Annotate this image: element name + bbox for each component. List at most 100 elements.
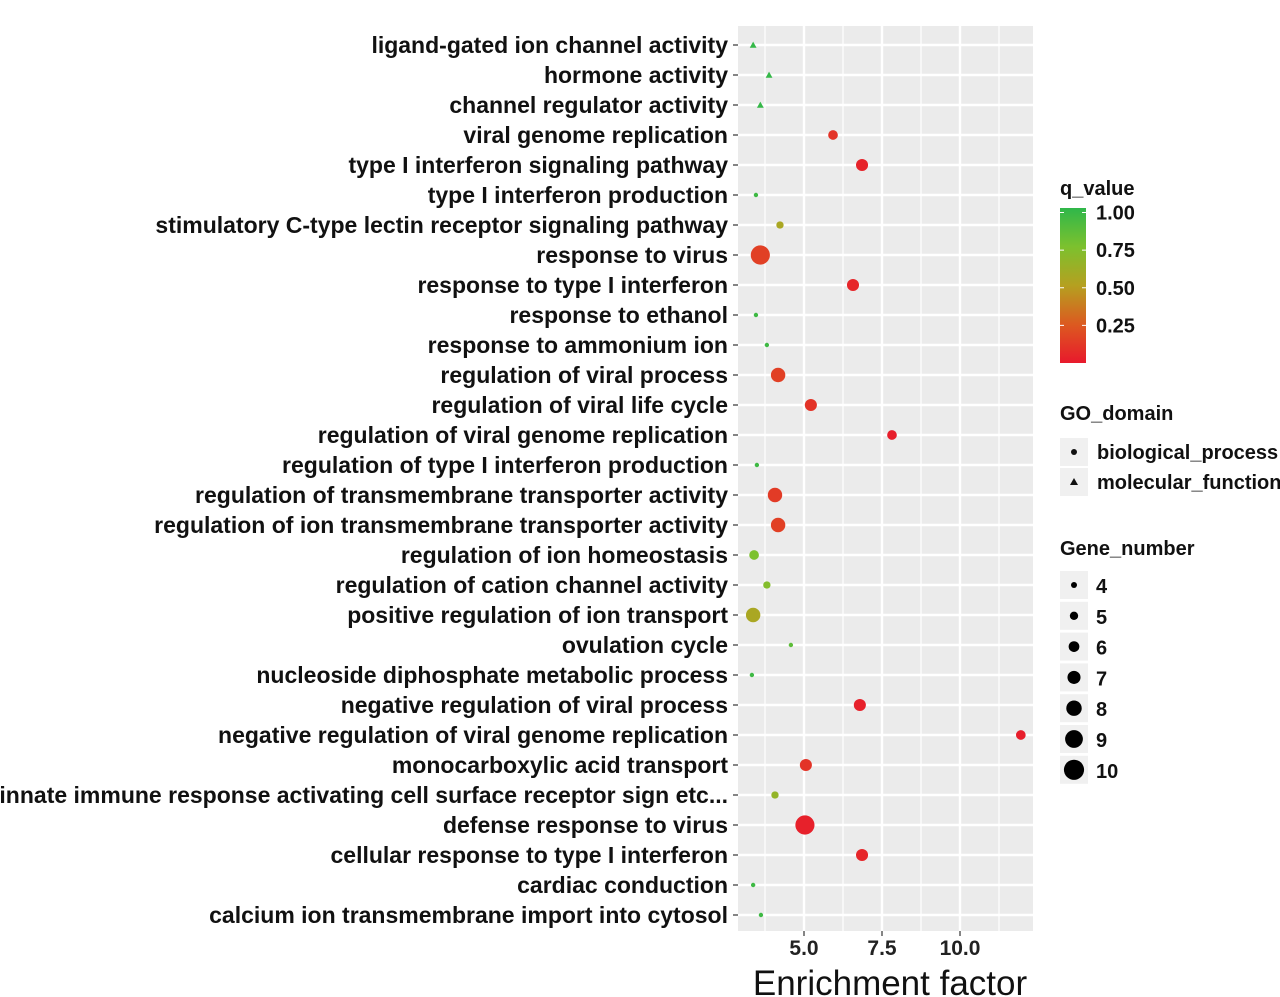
y-tick-label: defense response to virus <box>443 812 728 838</box>
y-tick-label: stimulatory C-type lectin receptor signa… <box>155 212 728 238</box>
data-point-circle <box>771 791 779 799</box>
y-tick-label: response to ethanol <box>509 302 728 328</box>
legend-gene-number-title: Gene_number <box>1060 538 1195 560</box>
panel-background <box>738 26 1033 931</box>
y-tick-label: innate immune response activating cell s… <box>0 782 728 808</box>
legend-gene-number: Gene_number 4 5 6 7 8 9 10 <box>1060 538 1195 784</box>
y-tick-label: regulation of ion homeostasis <box>401 542 728 568</box>
data-point-circle <box>855 158 869 172</box>
legend-go-domain-title: GO_domain <box>1060 403 1173 425</box>
colorbar-label: 0.25 <box>1096 315 1135 337</box>
y-tick-label: type I interferon production <box>428 182 728 208</box>
data-point-circle <box>795 815 815 835</box>
legend-size-label: 4 <box>1096 576 1108 598</box>
data-point-circle <box>764 342 770 348</box>
y-tick-label: regulation of type I interferon producti… <box>282 452 728 478</box>
y-tick-label: negative regulation of viral process <box>341 692 728 718</box>
data-point-circle <box>887 430 897 440</box>
data-point-circle <box>763 581 771 589</box>
data-point-circle <box>754 462 760 468</box>
data-point-circle <box>846 278 860 292</box>
y-tick-label: response to type I interferon <box>417 272 728 298</box>
y-tick-label: ligand-gated ion channel activity <box>371 32 728 58</box>
y-axis-labels: ligand-gated ion channel activity hormone… <box>0 32 738 928</box>
legend-size-circle-icon <box>1071 582 1077 588</box>
data-point-circle <box>753 192 759 198</box>
legend-size-label: 5 <box>1096 607 1107 629</box>
y-tick-label: type I interferon signaling pathway <box>348 152 728 178</box>
data-point-circle <box>1015 730 1026 740</box>
legend-q-value-title: q_value <box>1060 178 1134 200</box>
x-axis-title: Enrichment factor <box>753 964 1028 997</box>
x-tick-label: 5.0 <box>789 937 818 960</box>
data-point-circle <box>855 848 869 862</box>
q-value-colorbar <box>1060 208 1086 363</box>
legend-size-label: 8 <box>1096 699 1107 721</box>
legend-size-circle-icon <box>1067 670 1081 684</box>
data-point-circle <box>770 367 786 383</box>
data-point-circle <box>749 672 755 678</box>
x-tick-label: 10.0 <box>940 937 981 960</box>
data-point-circle <box>828 130 838 140</box>
legend-size-label: 9 <box>1096 730 1107 752</box>
legend-size-label: 6 <box>1096 638 1107 660</box>
y-tick-label: channel regulator activity <box>449 92 728 118</box>
legend-size-circle-icon <box>1063 759 1085 780</box>
data-point-circle <box>853 698 866 712</box>
y-tick-label: positive regulation of ion transport <box>347 602 728 628</box>
grid-lines <box>738 26 1033 931</box>
y-tick-label: regulation of cation channel activity <box>336 572 729 598</box>
legend-triangle-icon <box>1070 478 1078 485</box>
data-point-circle <box>745 607 761 623</box>
y-tick-label: regulation of ion transmembrane transpor… <box>154 512 728 538</box>
legend-go-domain: GO_domain biological_process molecular_fu… <box>1060 403 1280 496</box>
y-tick-label: response to ammonium ion <box>428 332 728 358</box>
y-tick-label: response to virus <box>536 242 728 268</box>
y-tick-label: nucleoside diphosphate metabolic process <box>256 662 728 688</box>
x-axis-ticks: 5.0 7.5 10.0 <box>789 931 980 960</box>
legend-size-label: 7 <box>1096 668 1107 690</box>
data-point-circle <box>788 642 794 648</box>
y-tick-label: monocarboxylic acid transport <box>392 752 728 778</box>
y-tick-label: regulation of viral life cycle <box>431 392 728 418</box>
y-tick-label: ovulation cycle <box>562 632 728 658</box>
data-point-circle <box>804 398 817 412</box>
y-tick-label: cellular response to type I interferon <box>331 842 729 868</box>
y-tick-label: regulation of transmembrane transporter … <box>195 482 728 508</box>
data-point-circle <box>770 517 786 533</box>
data-point-circle <box>776 221 784 229</box>
y-tick-label: cardiac conduction <box>517 872 728 898</box>
legend-size-circle-icon <box>1068 641 1080 652</box>
data-point-triangle <box>765 71 773 78</box>
colorbar-label: 0.50 <box>1096 278 1135 300</box>
y-tick-label: calcium ion transmembrane import into cy… <box>209 902 728 928</box>
colorbar-label: 0.75 <box>1096 240 1135 262</box>
y-tick-label: negative regulation of viral genome repl… <box>218 722 728 748</box>
legend-size-circle-icon <box>1066 700 1082 716</box>
data-point-circle <box>758 912 764 918</box>
plot-panel <box>738 26 1033 931</box>
legend-circle-icon <box>1071 449 1077 455</box>
data-point-circle <box>750 882 756 888</box>
y-tick-label: viral genome replication <box>463 122 728 148</box>
x-tick-label: 7.5 <box>867 937 897 960</box>
legend-size-label: 10 <box>1096 761 1118 783</box>
legend-size-circle-icon <box>1069 611 1079 620</box>
data-point-circle <box>767 487 783 503</box>
legend-shape-label: biological_process <box>1097 442 1278 464</box>
colorbar-label: 1.00 <box>1096 203 1135 225</box>
y-tick-label: hormone activity <box>544 62 728 88</box>
data-point-circle <box>749 550 759 560</box>
legend-size-circle-icon <box>1065 730 1083 748</box>
data-point-triangle <box>756 101 764 108</box>
y-tick-label: regulation of viral process <box>440 362 728 388</box>
data-points <box>745 41 1026 918</box>
legend-q-value: q_value 1.00 0.75 0.50 0.25 <box>1060 178 1135 363</box>
data-point-circle <box>753 312 759 318</box>
data-point-triangle <box>749 41 757 48</box>
data-point-circle <box>750 245 770 265</box>
y-tick-label: regulation of viral genome replication <box>318 422 728 448</box>
legend-shape-label: molecular_function <box>1097 472 1280 494</box>
data-point-circle <box>799 758 812 772</box>
